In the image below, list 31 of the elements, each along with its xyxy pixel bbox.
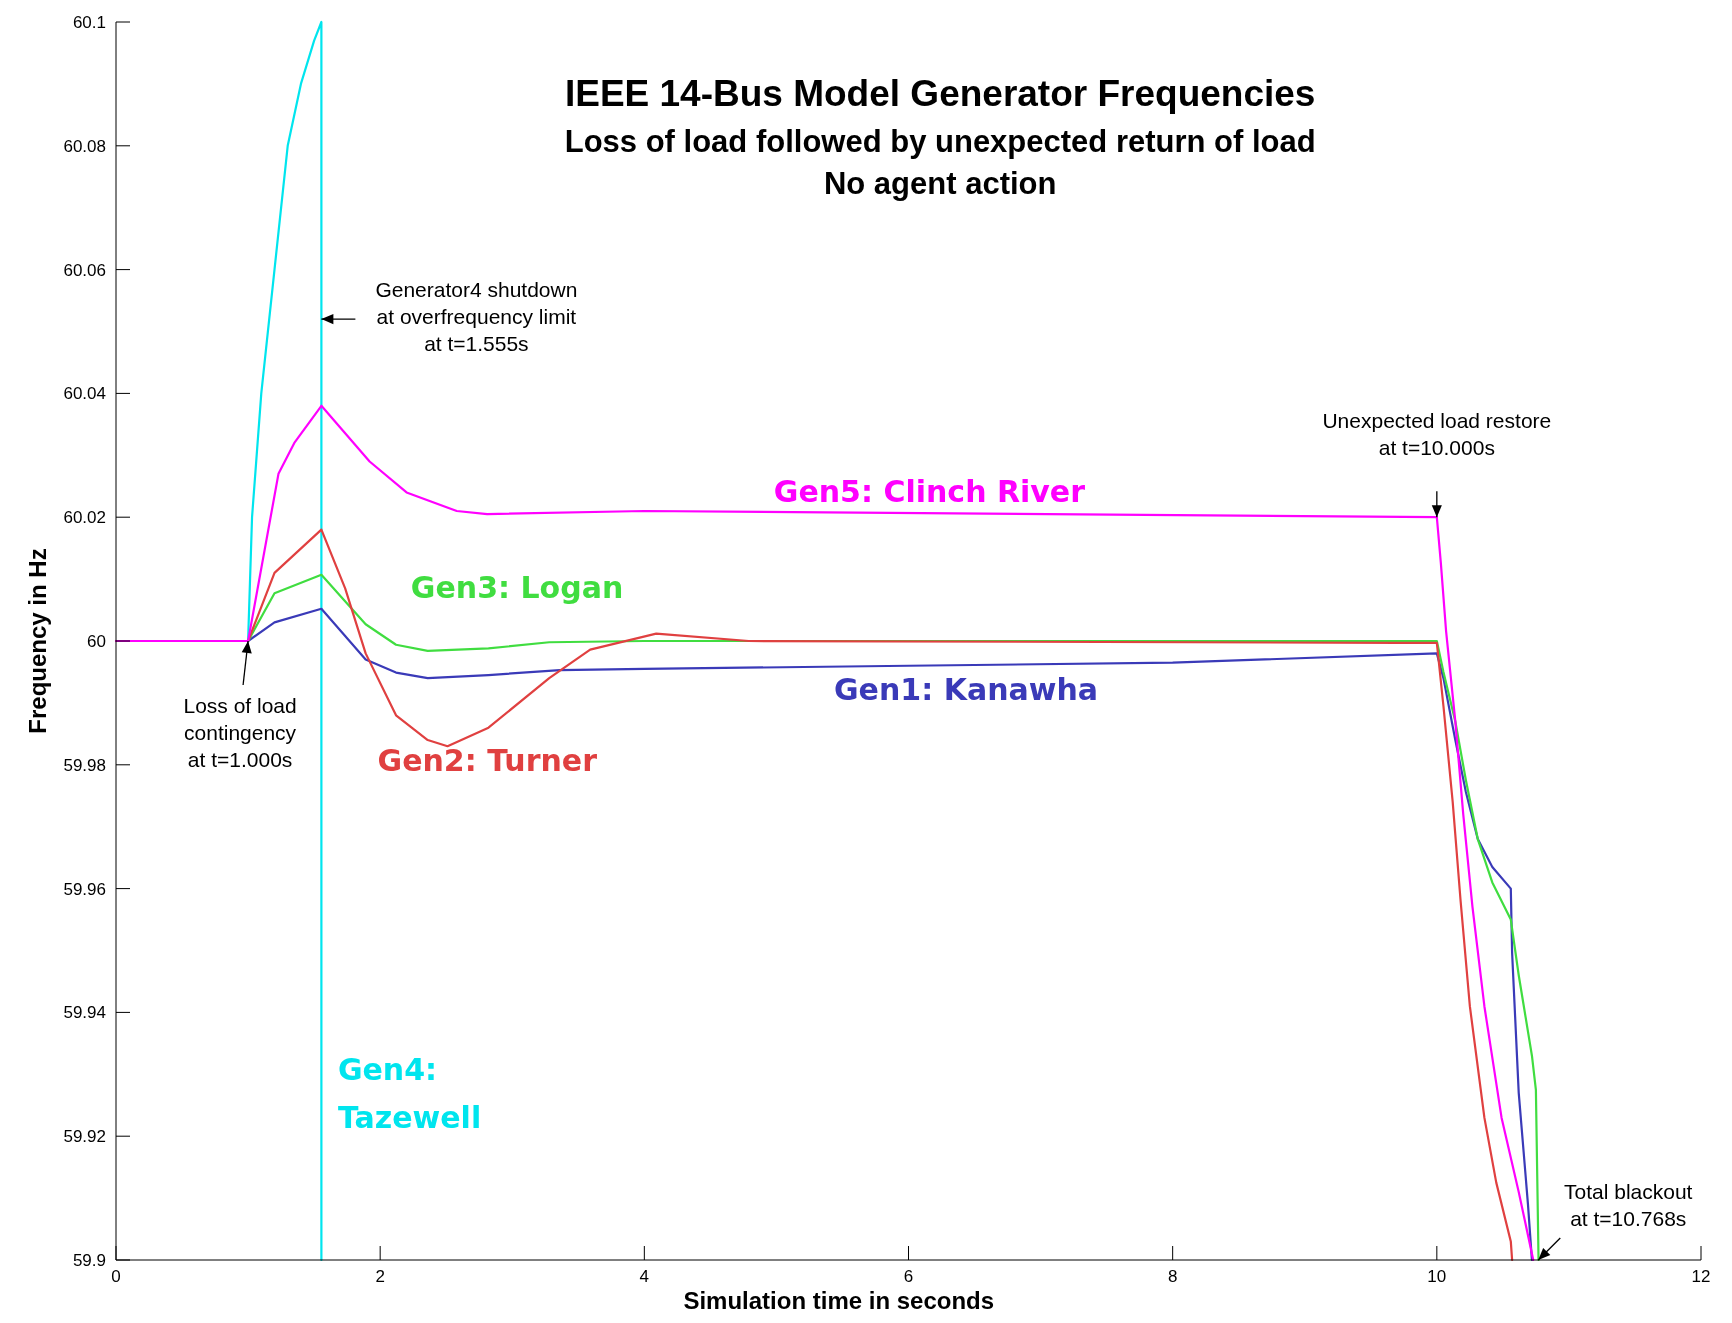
y-tick-label: 60.08 (63, 136, 106, 156)
y-tick-label: 60 (87, 632, 106, 651)
series-label: Gen3: Logan (410, 569, 624, 605)
text: Loss of load followed by unexpected return of load No agent action (564, 124, 1316, 201)
text: IEEE 14-Bus Model Generator Frequencies (564, 73, 1316, 114)
y-axis-title: Frequency in Hz (24, 548, 51, 734)
y-tick-label: 59.9 (72, 1251, 106, 1270)
y-tick-label: 60.1 (72, 13, 106, 32)
x-tick-label: 8 (1167, 1267, 1178, 1286)
y-tick-label: 59.96 (63, 879, 106, 899)
y-tick-label: 60.06 (63, 260, 106, 280)
annotation: Loss of load contingency at t=1.000s (183, 694, 297, 771)
annotation: Total blackout at t=10.768s (1564, 1180, 1693, 1230)
y-tick-label: 60.04 (63, 384, 106, 404)
x-tick-label: 0 (111, 1267, 121, 1286)
x-tick-label: 10 (1427, 1267, 1447, 1286)
x-axis-title: Simulation time in seconds (683, 1287, 995, 1314)
y-tick-label: 59.92 (63, 1127, 106, 1147)
x-tick-label: 6 (903, 1267, 914, 1286)
series-label: Gen5: Clinch River (773, 474, 1086, 510)
y-tick-label: 59.98 (63, 755, 106, 775)
y-tick-label: 59.94 (63, 1003, 106, 1023)
series-label: Gen1: Kanawha (834, 672, 1099, 708)
x-tick-label: 2 (375, 1267, 385, 1286)
x-tick-label: 4 (639, 1267, 650, 1286)
x-tick-label: 12 (1691, 1267, 1711, 1286)
annotation: Unexpected load restore at t=10.000s (1322, 409, 1552, 460)
annotation: Generator4 shutdown at overfrequency limit at t=1.555s (375, 278, 578, 356)
y-tick-label: 60.02 (63, 508, 106, 528)
series-label: Gen2: Turner (377, 742, 598, 778)
series-label: Gen4: Tazewell (337, 1052, 482, 1136)
